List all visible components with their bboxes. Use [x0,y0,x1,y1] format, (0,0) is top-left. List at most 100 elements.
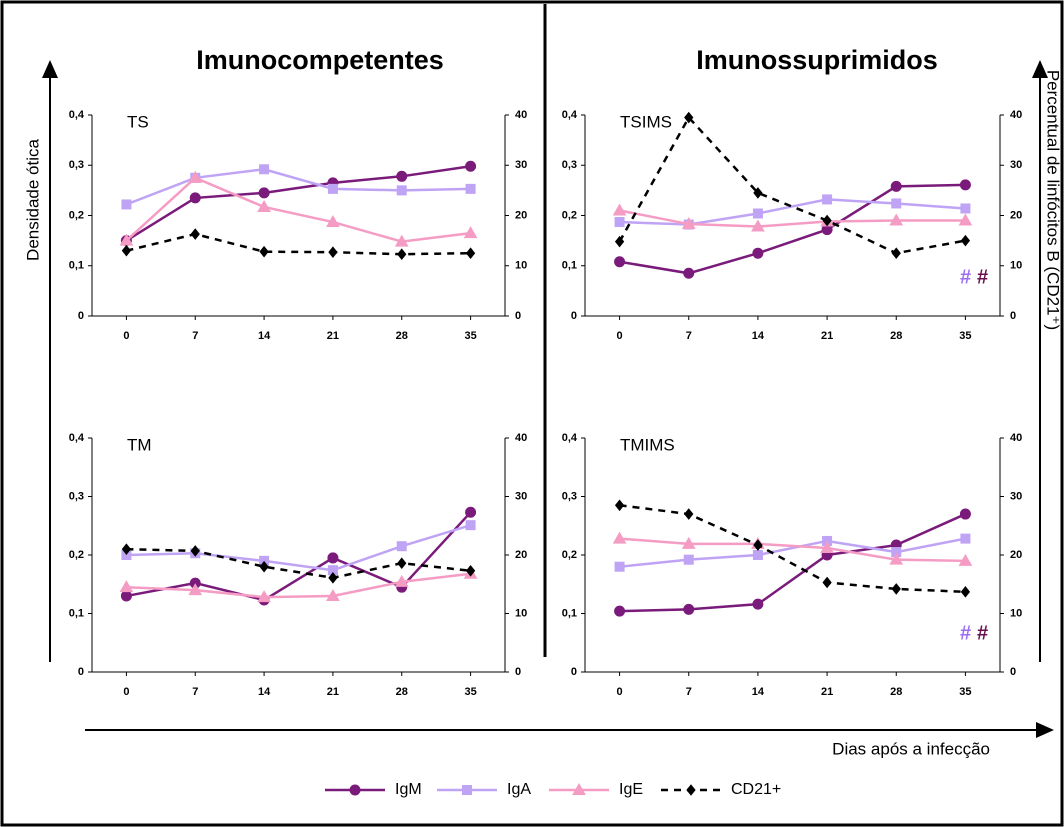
panel-title: TS [127,112,149,131]
data-point [614,235,625,248]
data-point [326,588,340,601]
data-point [188,170,203,183]
y-tick-label: 0,2 [562,549,577,561]
y-tick-label: 0,1 [562,260,577,272]
y2-tick-label: 0 [515,666,521,678]
y2-tick-label: 40 [515,432,527,444]
legend-marker [686,784,696,796]
x-tick-label: 0 [123,686,129,698]
y-tick-label: 0,2 [69,209,84,221]
data-point [190,228,200,240]
data-point [396,185,407,196]
data-point [257,590,271,603]
data-point [681,536,696,549]
series-line [125,165,471,242]
data-point [614,217,625,228]
annotation: # [977,266,988,288]
data-point [327,183,338,194]
column-title: Imunocompetentes [196,45,444,75]
y-tick-label: 0,1 [69,607,84,619]
y2-tick-label: 0 [1010,666,1016,678]
y-tick-label: 0 [78,666,84,678]
annotation: # [977,622,988,644]
data-point [259,164,270,175]
data-point [960,203,971,214]
legend-label: IgM [395,781,422,798]
x-tick-label: 35 [959,686,971,698]
data-point [465,183,476,194]
y2-tick-label: 20 [515,549,527,561]
x-tick-label: 7 [686,330,692,342]
data-point [958,213,973,226]
x-tick-label: 35 [464,686,476,698]
y-tick-label: 0,4 [562,432,578,444]
y-tick-label: 0 [571,310,577,322]
x-tick-label: 28 [396,330,408,342]
y2-tick-label: 0 [515,310,521,322]
data-point [891,247,901,259]
y-tick-label: 0,4 [69,432,85,444]
x-tick-label: 0 [617,686,623,698]
data-point [889,552,904,565]
panel-title: TM [127,435,152,454]
data-point [465,160,477,172]
column-title: Imunossuprimidos [696,45,938,75]
data-point [189,192,201,204]
data-point [752,598,764,610]
data-point [683,267,695,279]
series-line [619,183,966,275]
data-point [822,576,832,589]
data-point [121,199,132,210]
legend-label: IgE [619,781,643,798]
legend-marker [349,784,361,796]
data-point [960,234,971,247]
y-tick-label: 0,1 [562,607,577,619]
data-point [119,580,134,593]
data-point [612,531,627,544]
data-point [397,248,407,260]
data-point [257,199,271,212]
x-tick-label: 0 [123,330,129,342]
data-point [753,539,763,551]
panel-title: TSIMS [620,112,672,131]
x-tick-label: 21 [327,330,339,342]
y2-tick-label: 40 [515,109,527,121]
y2-tick-label: 20 [1010,549,1022,561]
series-line [126,523,471,572]
y-tick-label: 0,2 [562,209,577,221]
series-line [619,198,966,226]
data-point [394,234,409,247]
data-point [614,605,626,617]
data-point [465,564,476,577]
legend-marker [462,785,472,795]
x-tick-label: 7 [192,686,198,698]
data-point [684,508,694,520]
y-tick-label: 0,3 [69,490,84,502]
y-tick-label: 0,2 [69,549,84,561]
series-line [619,504,966,594]
series-line [619,537,966,568]
data-point [959,508,971,520]
data-point [891,198,902,209]
y-tick-label: 0 [78,310,84,322]
data-point [120,590,132,602]
data-point [822,194,833,205]
y2-tick-label: 10 [515,607,527,619]
y2-tick-label: 10 [1010,260,1022,272]
y2-tick-label: 20 [1010,209,1022,221]
series-line [619,209,966,228]
x-tick-label: 14 [258,686,271,698]
y2-tick-label: 40 [1010,432,1022,444]
data-point [889,213,904,226]
data-point [394,574,409,587]
y-axis-label: Densidade ótica [23,139,42,261]
data-point [328,246,338,258]
x-tick-label: 28 [890,686,902,698]
y-tick-label: 0,4 [69,109,85,121]
data-point [614,499,625,512]
series-line [619,512,966,613]
x-tick-label: 14 [258,330,271,342]
data-point [614,256,626,268]
data-point [959,179,971,191]
x-tick-label: 35 [959,330,971,342]
